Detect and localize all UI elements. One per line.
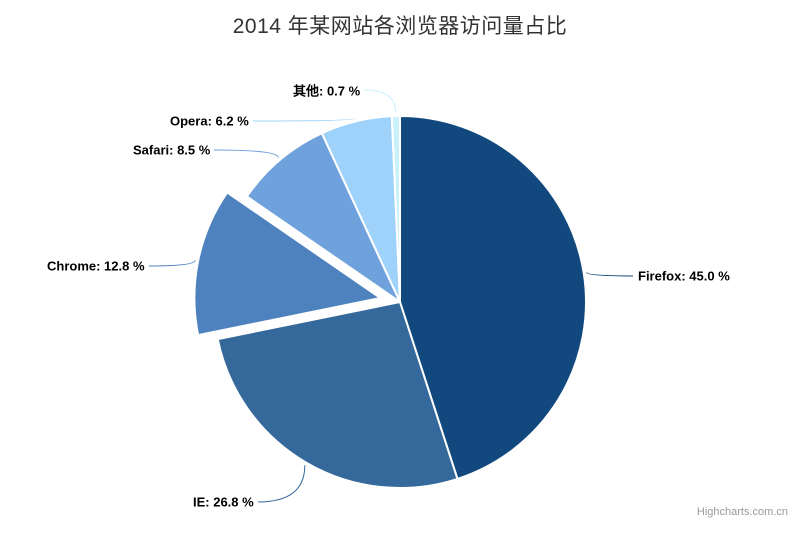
label-connector-chrome	[148, 260, 196, 267]
data-label-safari: Safari: 8.5 %	[133, 142, 211, 158]
label-connector-ie	[257, 465, 306, 503]
label-connector-opera	[252, 117, 356, 122]
label-connector-other	[363, 89, 397, 114]
data-label-firefox: Firefox: 45.0 %	[638, 268, 730, 284]
chart-title: 2014 年某网站各浏览器访问量占比	[232, 15, 568, 38]
label-connector-safari	[213, 149, 279, 158]
credits-link[interactable]: Highcharts.com.cn	[696, 506, 788, 518]
pie-slice-firefox[interactable]	[399, 115, 587, 480]
pie-slice-other[interactable]	[390, 115, 401, 303]
pie-slice-ie[interactable]	[216, 301, 459, 489]
data-label-ie: IE: 26.8 %	[193, 494, 254, 510]
pie-slice-safari[interactable]	[245, 132, 401, 303]
data-label-other: 其他: 0.7 %	[293, 83, 361, 99]
data-label-chrome: Chrome: 12.8 %	[47, 258, 145, 274]
pie-slice-chrome[interactable]	[193, 191, 382, 337]
data-label-opera: Opera: 6.2 %	[170, 113, 249, 129]
label-connector-firefox	[586, 271, 634, 277]
